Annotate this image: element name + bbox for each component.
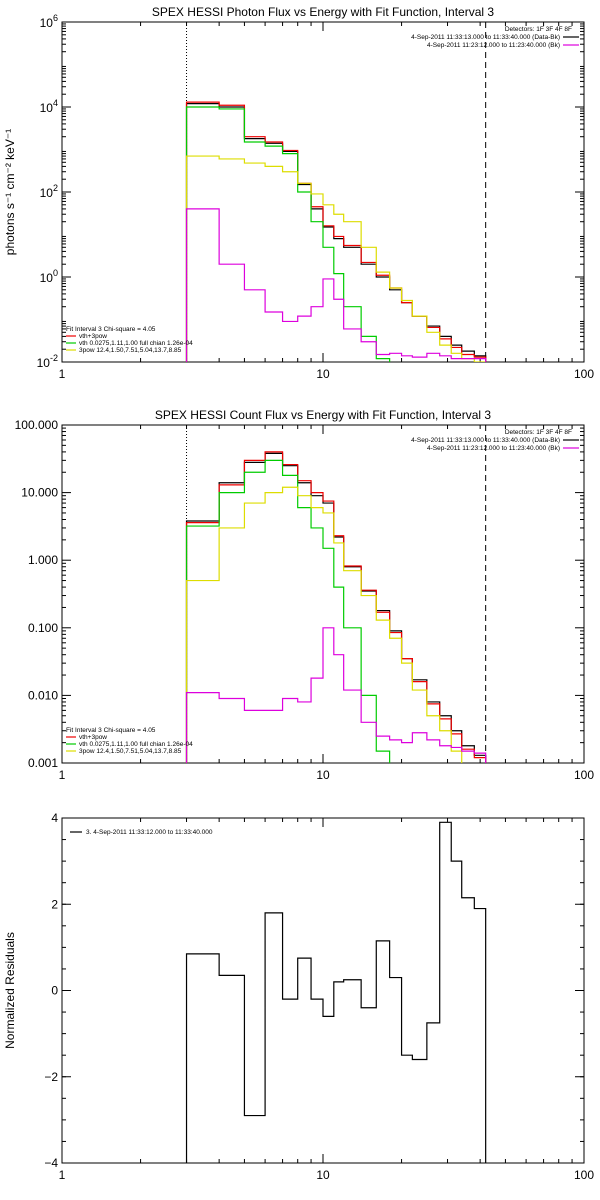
y-tick-label: 0.001 xyxy=(28,756,58,770)
series-2-line xyxy=(185,101,487,362)
y-axis-label: Normalized Residuals xyxy=(3,932,17,1049)
x-tick-label: 10 xyxy=(316,367,330,381)
y-tick-label: 0.100 xyxy=(28,621,58,635)
legend-entry: 4-Sep-2011 11:33:13.000 to 11:33:40.000 … xyxy=(411,437,560,444)
y-tick-label: 100.000 xyxy=(15,418,59,432)
axes-frame xyxy=(61,817,585,1164)
x-tick-label: 10 xyxy=(316,768,330,782)
legend-detectors: Detectors: 1F 3F 4F 8F xyxy=(505,26,572,33)
y-tick-label: 10.000 xyxy=(21,486,58,500)
x-tick-label: 1 xyxy=(59,1168,66,1182)
legend-fit-header: Fit Interval 3 Chi-square = 4.05 xyxy=(66,727,156,734)
chart-title: SPEX HESSI Count Flux vs Energy with Fit… xyxy=(155,408,491,422)
series-1-line xyxy=(185,452,487,763)
y-tick-label: 104 xyxy=(40,98,58,115)
y-tick-label: 4 xyxy=(51,811,58,825)
series-1-line xyxy=(185,103,487,362)
chart-title: SPEX HESSI Photon Flux vs Energy with Fi… xyxy=(152,5,494,19)
legend-detectors: Detectors: 1F 3F 4F 8F xyxy=(505,429,572,436)
legend-entry: 4-Sep-2011 11:23:12.000 to 11:23:40.000 … xyxy=(427,445,560,452)
legend-entry: 4-Sep-2011 11:33:13.000 to 11:33:40.000 … xyxy=(411,34,560,41)
legend-entry: vth 0.0275,1.11,1.00 full chian 1.26e-04 xyxy=(79,741,193,748)
y-tick-label: 1.000 xyxy=(28,553,58,567)
y-tick-label: 0.010 xyxy=(28,688,58,702)
legend-entry: 3pow 12.4,1.50,7.51,5.04,13.7,8.85 xyxy=(79,347,182,354)
y-tick-label: 100 xyxy=(40,268,58,285)
legend-entry: 4-Sep-2011 11:23:12.000 to 11:23:40.000 … xyxy=(427,42,560,49)
x-tick-label: 100 xyxy=(574,1168,594,1182)
series-5-line xyxy=(185,627,487,763)
y-tick-label: 2 xyxy=(51,897,58,911)
y-tick-label: −2 xyxy=(44,1070,58,1084)
x-tick-label: 1 xyxy=(59,768,66,782)
y-tick-label: 102 xyxy=(40,183,58,200)
y-tick-label: −4 xyxy=(44,1156,58,1170)
axes-frame xyxy=(61,21,585,363)
x-tick-label: 100 xyxy=(574,768,594,782)
y-tick-label: 106 xyxy=(40,13,58,30)
legend-entry: vth+3pow xyxy=(79,333,107,340)
legend-entry: 3pow 12.4,1.50,7.51,5.04,13.7,8.85 xyxy=(79,748,182,755)
x-tick-label: 100 xyxy=(574,367,594,381)
y-tick-label: 10-2 xyxy=(37,353,58,370)
series-1-line xyxy=(185,821,487,1163)
legend-entry: vth+3pow xyxy=(79,734,107,741)
legend-fit-header: Fit Interval 3 Chi-square = 4.05 xyxy=(66,326,156,333)
y-tick-label: 0 xyxy=(51,984,58,998)
series-5-line xyxy=(185,208,487,362)
series-4-line xyxy=(185,155,486,362)
legend-entry: vth 0.0275,1.11,1.00 full chian 1.26e-04 xyxy=(79,340,193,347)
axes-frame xyxy=(61,424,585,764)
series-3-line xyxy=(185,459,487,763)
x-tick-label: 10 xyxy=(316,1168,330,1182)
y-axis-label: photons s⁻¹ cm⁻² keV⁻¹ xyxy=(3,129,17,255)
legend-entry: 3. 4-Sep-2011 11:33:12.000 to 11:33:40.0… xyxy=(86,829,213,836)
panel-3: 1 10 100 −4 −2 0 2 4 Normalized Residuals 3. 4-Se… xyxy=(3,811,594,1182)
x-tick-label: 1 xyxy=(59,367,66,381)
series-4-line xyxy=(185,486,487,763)
panel-1: SPEX HESSI Photon Flux vs Energy with Fi… xyxy=(3,5,594,381)
series-3-line xyxy=(185,106,487,362)
panel-2: SPEX HESSI Count Flux vs Energy with Fit… xyxy=(15,408,595,782)
